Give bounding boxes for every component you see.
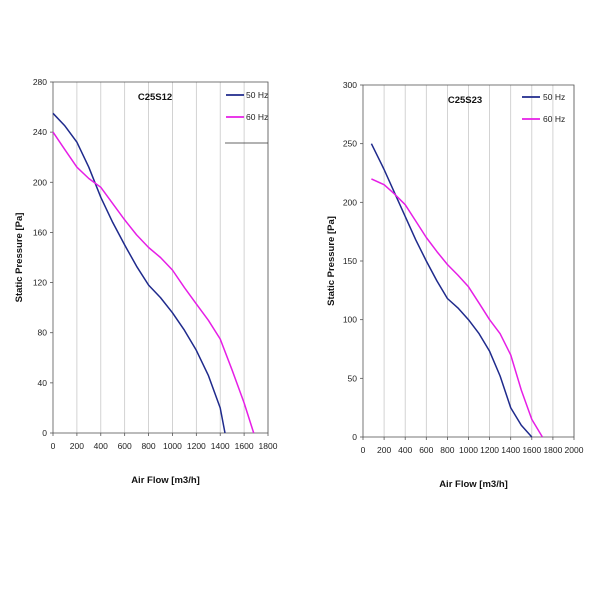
chart-2-x-tick-label: 0 [361,445,366,455]
chart-2-y-tick-label: 50 [348,373,358,383]
chart-2-x-tick-label: 1600 [522,445,541,455]
chart-2-x-tick-label: 200 [377,445,391,455]
chart-2-series-50hz-line [370,143,533,438]
chart-1-x-tick-label: 800 [141,441,155,451]
chart-1-x-tick-label: 1600 [235,441,254,451]
chart-2-y-tick-label: 200 [343,197,357,207]
chart-1-y-tick-label: 120 [33,278,47,288]
chart-1-y-tick-label: 240 [33,127,47,137]
chart-2-y-tick-label: 300 [343,80,357,90]
chart-2-x-tick-label: 2000 [565,445,584,455]
chart-1-y-tick-label: 200 [33,177,47,187]
chart-1-series-50hz-line [52,112,226,434]
chart-2-x-axis-label: Air Flow [m3/h] [439,479,508,490]
chart-1-x-tick-label: 600 [118,441,132,451]
chart-1-y-tick-label: 0 [42,428,47,438]
chart-1-y-tick-label: 160 [33,227,47,237]
chart-2-y-axis-label: Static Pressure [Pa] [326,216,337,306]
chart-1-y-tick-label: 40 [38,378,48,388]
chart-1-x-tick-label: 1000 [163,441,182,451]
chart-1-x-tick-label: 0 [51,441,56,451]
chart-1-series-60hz-line [52,131,255,434]
chart-1-y-axis-label: Static Pressure [Pa] [14,213,25,303]
chart-2-x-tick-label: 400 [398,445,412,455]
chart-2-y-tick-label: 250 [343,139,357,149]
chart-2-series-60hz-line [371,178,544,438]
chart-1-x-tick-label: 1200 [187,441,206,451]
chart-1-x-tick-label: 1400 [211,441,230,451]
chart-2-x-tick-label: 1000 [459,445,478,455]
chart-1-title: C25S12 [138,92,172,103]
chart-2-y-tick-label: 0 [352,432,357,442]
chart-1-legend-label: 50 Hz [246,90,268,100]
chart-2-title: C25S23 [448,95,482,106]
chart-1-x-tick-label: 1800 [259,441,278,451]
chart-2-x-tick-label: 1400 [501,445,520,455]
chart-1-x-tick-label: 200 [70,441,84,451]
chart-1-y-tick-label: 80 [38,328,48,338]
chart-2-legend-label: 60 Hz [543,114,565,124]
chart-1-legend-label: 60 Hz [246,112,268,122]
chart-2-x-tick-label: 600 [419,445,433,455]
chart-2-y-tick-label: 150 [343,256,357,266]
chart-1-x-tick-label: 400 [94,441,108,451]
chart-1-y-tick-label: 280 [33,77,47,87]
chart-2-y-tick-label: 100 [343,315,357,325]
chart-2-x-tick-label: 800 [440,445,454,455]
chart-2-x-tick-label: 1800 [543,445,562,455]
chart-1-plot-frame [52,81,269,434]
chart-2-x-tick-label: 1200 [480,445,499,455]
chart-2-legend-label: 50 Hz [543,92,565,102]
chart-1-x-axis-label: Air Flow [m3/h] [131,475,200,486]
